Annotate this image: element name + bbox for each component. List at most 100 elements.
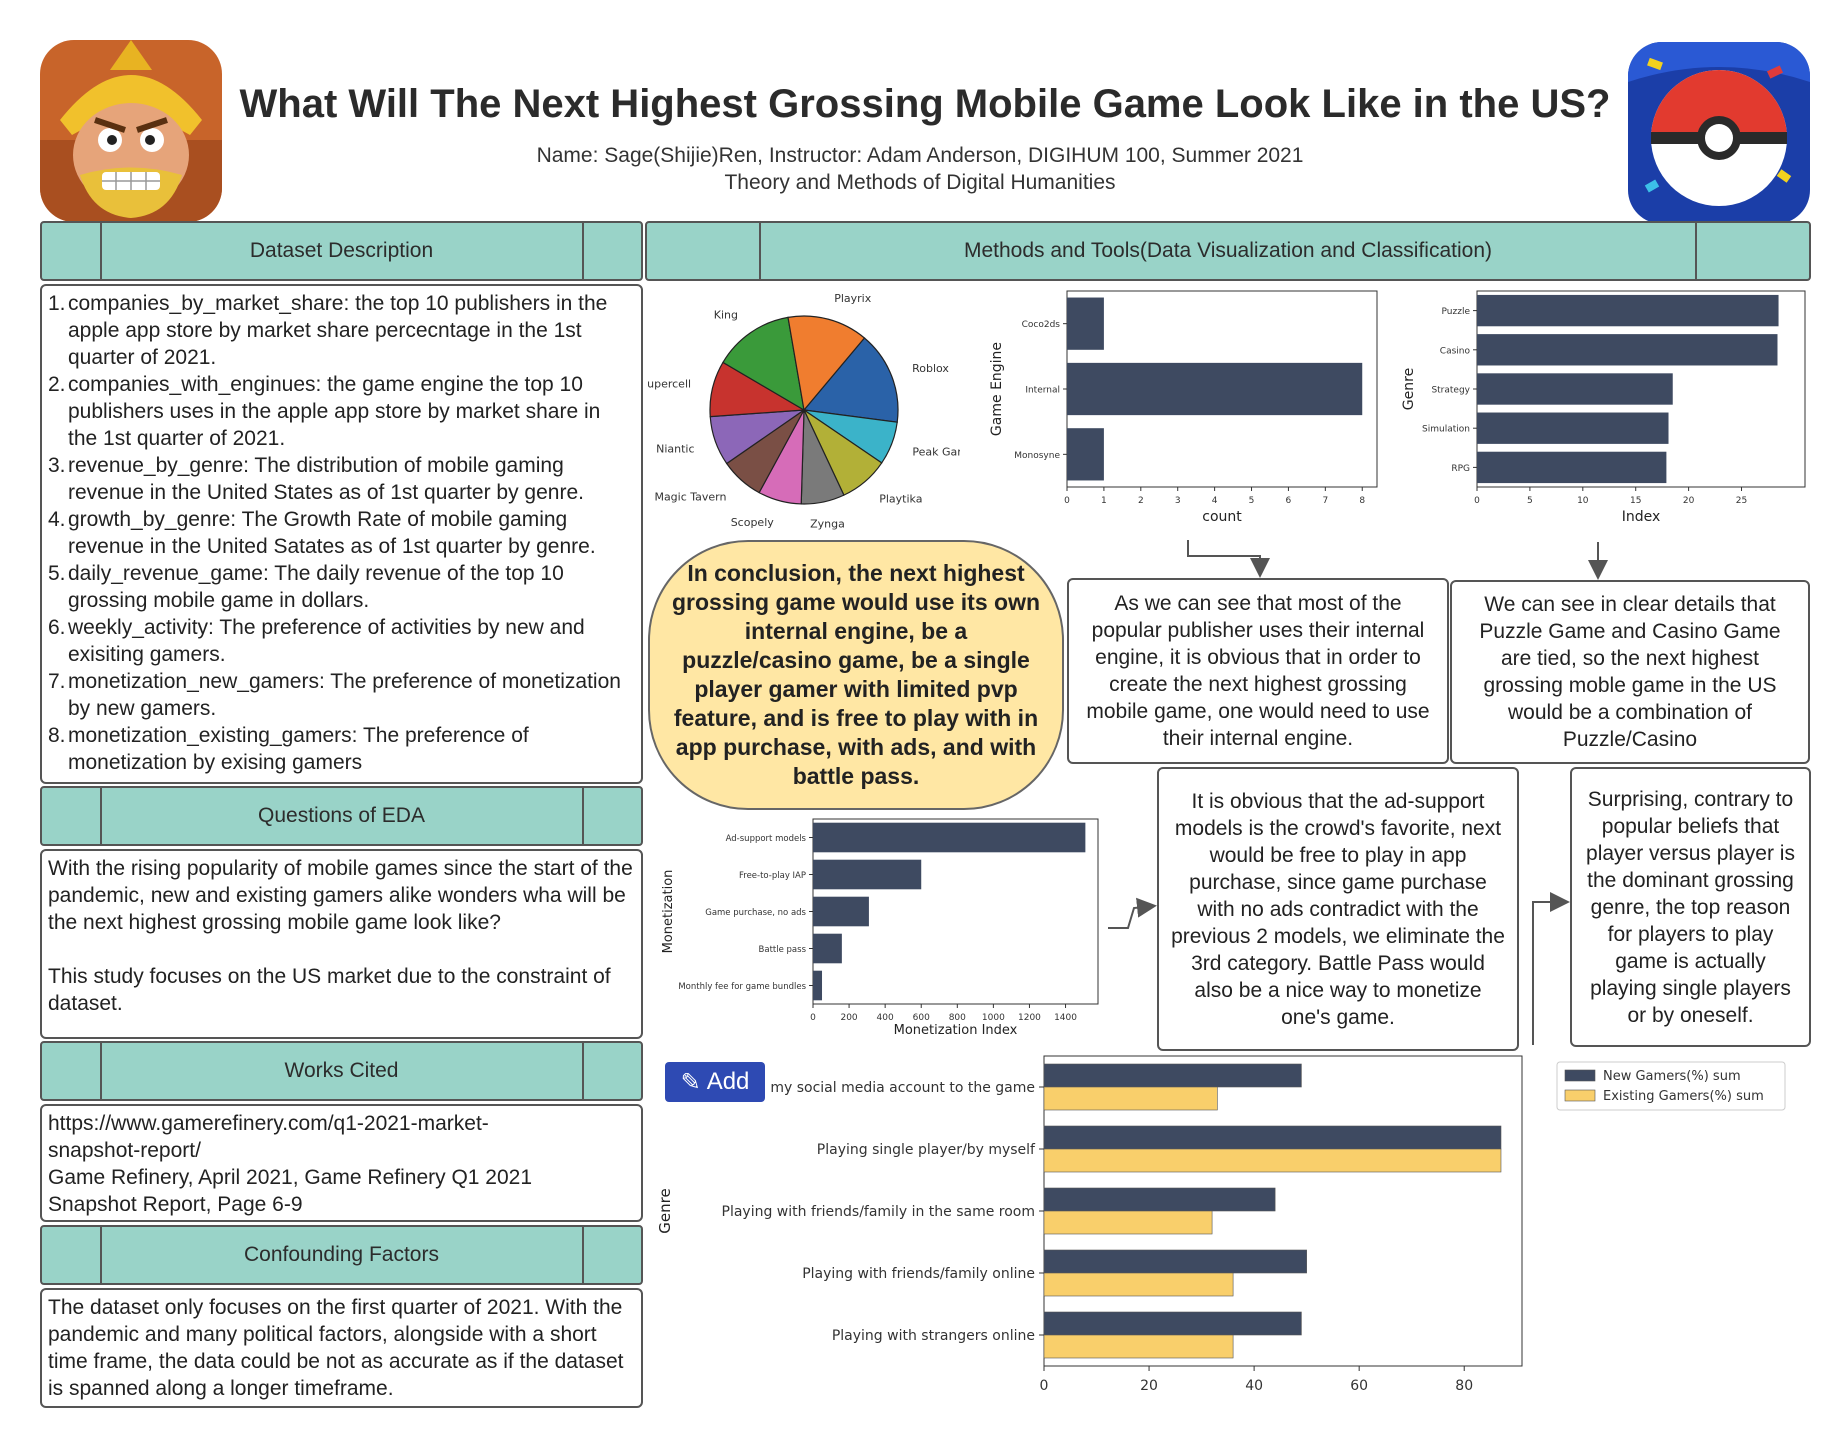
x-axis-label: Monetization Index [894, 1023, 1018, 1037]
y-tick-label: Free-to-play IAP [739, 871, 806, 881]
bar [1477, 373, 1673, 405]
legend [1556, 1061, 1786, 1111]
y-axis-label: Genre [1401, 368, 1417, 410]
activity-callout: Surprising, contrary to popular beliefs … [1570, 767, 1811, 1047]
dataset-list-item: 3. revenue_by_genre: The distribution of … [48, 452, 635, 506]
confounding-text: The dataset only focuses on the first qu… [48, 1296, 624, 1400]
monetization-callout: It is obvious that the ad-support models… [1157, 767, 1519, 1051]
x-tick-label: 2 [1138, 496, 1144, 506]
y-tick-label: Simulation [1422, 425, 1470, 435]
x-tick-label: 5 [1527, 496, 1533, 506]
dataset-list-text: growth_by_genre: The Growth Rate of mobi… [68, 508, 596, 558]
dataset-list-number: 4. [48, 508, 66, 531]
dataset-list-number: 7. [48, 670, 66, 693]
x-tick-label: 3 [1175, 496, 1181, 506]
bar [813, 859, 922, 890]
existing-gamers-bar [1043, 1148, 1502, 1173]
existing-gamers-bar [1043, 1086, 1218, 1111]
x-tick-label: 0 [810, 1013, 816, 1023]
y-tick-label: Monosyne [1014, 451, 1060, 461]
dataset-list-number: 3. [48, 454, 66, 477]
monetization-bar-chart: 0 200 400 600 800 1000 1200 1400 Ad-support mode… [655, 815, 1105, 1037]
bar [1477, 334, 1778, 366]
dataset-list-item: 8. monetization_existing_gamers: The pref… [48, 722, 635, 776]
y-tick-label: Battle pass [759, 945, 807, 955]
legend-swatch [1564, 1069, 1596, 1082]
y-tick-label: Puzzle [1442, 307, 1471, 317]
subtitle-line-2: Theory and Methods of Digital Humanities [724, 171, 1116, 194]
page-title: What Will The Next Highest Grossing Mobi… [239, 82, 1611, 126]
engine-arrow [1187, 540, 1270, 578]
questions-of-eda-header: Questions of EDA [40, 786, 643, 846]
dataset-list-number: 6. [48, 616, 66, 639]
x-tick-label: 1400 [1054, 1013, 1077, 1023]
dataset-list-item: 7. monetization_new_gamers: The preferenc… [48, 668, 635, 722]
dataset-list-text: daily_revenue_game: The daily revenue of… [68, 562, 564, 612]
y-tick-label: RPG [1451, 464, 1470, 474]
x-tick-label: 8 [1359, 496, 1365, 506]
x-tick-label: 600 [913, 1013, 930, 1023]
dataset-list-item: 6. weekly_activity: The preference of act… [48, 614, 635, 668]
x-tick-label: 1200 [1018, 1013, 1041, 1023]
x-tick-label: 40 [1245, 1378, 1263, 1394]
pokemon-go-logo [1628, 42, 1810, 224]
engine-callout: As we can see that most of the popular p… [1067, 578, 1449, 764]
weekly-activity-bar-chart: 0 20 40 60 80 Connecting my social media acco… [652, 1050, 1800, 1402]
x-tick-label: 20 [1683, 496, 1695, 506]
y-axis-label: Genre [656, 1188, 674, 1233]
existing-gamers-bar [1043, 1210, 1213, 1235]
genre-index-bar-chart: 0 5 10 15 20 25 Puzzle Casino Strategy Simulation… [1395, 285, 1810, 530]
activity-arrow [1532, 892, 1570, 1045]
subtitle-line-1: Name: Sage(Shijie)Ren, Instructor: Adam … [536, 144, 1304, 167]
dataset-list-number: 1. [48, 292, 66, 315]
y-tick-label: Monthly fee for game bundles [678, 982, 806, 992]
questions-of-eda-box: With the rising popularity of mobile gam… [40, 849, 643, 1039]
pie-label: King [714, 309, 738, 322]
existing-gamers-bar [1043, 1272, 1234, 1297]
x-axis-label: count [1202, 509, 1242, 525]
pie-label: Playrix [834, 292, 872, 305]
genre-callout: We can see in clear details that Puzzle … [1450, 580, 1810, 764]
bar [1477, 294, 1779, 327]
dataset-list-text: weekly_activity: The preference of activ… [68, 616, 585, 666]
dataset-list-text: companies_with_enginues: the game engine… [68, 373, 601, 450]
monetization-callout-text: It is obvious that the ad-support models… [1171, 789, 1505, 1029]
dataset-list-text: monetization_new_gamers: The preference … [68, 670, 621, 720]
works-cited-line: snapshot-report/ [48, 1139, 201, 1162]
dataset-list-item: 4. growth_by_genre: The Growth Rate of mo… [48, 506, 635, 560]
dataset-list-number: 8. [48, 724, 66, 747]
x-tick-label: 400 [877, 1013, 894, 1023]
y-tick-label: Playing with friends/family online [802, 1266, 1035, 1282]
page-subtitle: Name: Sage(Shijie)Ren, Instructor: Adam … [360, 142, 1480, 196]
new-gamers-bar [1043, 1063, 1302, 1088]
pie-slice [802, 337, 899, 423]
y-tick-label: Game purchase, no ads [705, 908, 806, 918]
x-tick-label: 80 [1455, 1378, 1473, 1394]
works-cited-title: Works Cited [284, 1059, 399, 1082]
dataset-description-header: Dataset Description [40, 221, 643, 281]
works-cited-header: Works Cited [40, 1041, 643, 1101]
y-axis-label: Game Engine [989, 342, 1005, 436]
works-cited-box: https://www.gamerefinery.com/q1-2021-mar… [40, 1104, 643, 1222]
bar [1067, 362, 1363, 416]
confounding-factors-box: The dataset only focuses on the first qu… [40, 1288, 643, 1408]
dataset-list-number: 2. [48, 373, 66, 396]
existing-gamers-bar [1043, 1334, 1234, 1359]
x-tick-label: 800 [949, 1013, 966, 1023]
x-tick-label: 60 [1350, 1378, 1368, 1394]
bar [813, 970, 823, 1001]
questions-of-eda-title: Questions of EDA [258, 804, 425, 827]
conclusion-text: In conclusion, the next highest grossing… [671, 560, 1041, 789]
eda-paragraph-2: This study focuses on the US market due … [48, 965, 611, 1015]
new-gamers-bar [1043, 1311, 1302, 1336]
add-button[interactable]: ✎ Add [665, 1062, 765, 1102]
y-tick-label: Internal [1025, 386, 1060, 396]
y-tick-label: Coco2ds [1022, 320, 1061, 330]
pie-slice [722, 316, 805, 412]
dataset-list-text: revenue_by_genre: The distribution of mo… [68, 454, 584, 504]
y-tick-label: Playing single player/by myself [817, 1142, 1036, 1158]
pie-slice [787, 315, 866, 412]
activity-callout-text: Surprising, contrary to popular beliefs … [1586, 787, 1795, 1027]
conclusion-bubble: In conclusion, the next highest grossing… [648, 540, 1064, 810]
x-tick-label: 5 [1249, 496, 1255, 506]
